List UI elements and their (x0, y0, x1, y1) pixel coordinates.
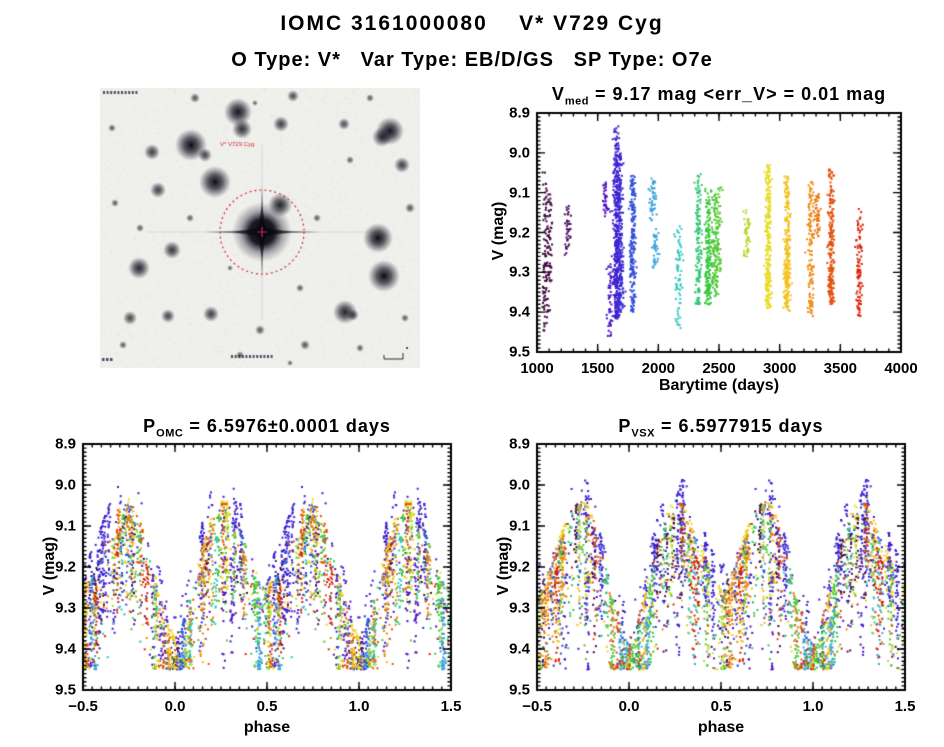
x-tick-label: 3500 (823, 360, 858, 377)
timeseries-plot-title: Vmed = 9.17 mag <err_V> = 0.01 mag (507, 84, 931, 108)
period-omc-symbol: P (143, 416, 157, 436)
x-tick-label: 2000 (641, 360, 676, 377)
y-tick-label: 9.1 (509, 517, 530, 535)
x-tick-label: 1500 (580, 360, 615, 377)
y-tick-label: 8.9 (55, 435, 76, 453)
folded-omc-xaxis-label: phase (243, 719, 291, 736)
y-tick-label: 8.9 (509, 104, 530, 122)
x-tick-label: 3000 (762, 360, 797, 377)
y-tick-label: 9.0 (509, 144, 530, 162)
x-tick-label: −0.5 (68, 698, 98, 715)
page-subtitle: O Type: V* Var Type: EB/D/GS SP Type: O7… (231, 49, 713, 71)
timeseries-xaxis-label: Barytime (days) (658, 377, 780, 394)
period-omc-value-text: = 6.5976±0.0001 days (183, 416, 391, 436)
x-tick-label: 2500 (702, 360, 736, 377)
x-tick-label: 4000 (884, 360, 918, 377)
vmed-value-text: = 9.17 mag <err_V> = 0.01 mag (588, 84, 887, 104)
y-tick-label: 9.0 (509, 476, 530, 494)
y-tick-label: 9.5 (509, 343, 530, 361)
folded-omc-plot-canvas (81, 442, 453, 692)
y-tick-label: 9.2 (509, 224, 530, 241)
y-tick-label: 9.3 (509, 599, 530, 617)
period-vsx-subscript: VSX (631, 427, 655, 440)
period-vsx-value-text: = 6.5977915 days (654, 416, 824, 436)
y-tick-label: 9.3 (509, 263, 530, 281)
y-tick-label: 9.5 (55, 681, 76, 699)
x-tick-label: 0.0 (164, 698, 186, 715)
page-title: IOMC 3161000080 V* V729 Cyg (280, 12, 664, 35)
folded-omc-plot-title: POMC = 6.5976±0.0001 days (63, 416, 471, 440)
folded-vsx-plot-canvas (535, 442, 907, 692)
x-tick-label: 0.0 (618, 698, 640, 715)
x-tick-label: 0.5 (710, 698, 732, 715)
x-tick-label: −0.5 (522, 698, 552, 715)
y-tick-label: 9.0 (55, 476, 76, 494)
x-tick-label: 0.5 (256, 698, 278, 715)
period-omc-subscript: OMC (156, 427, 184, 440)
y-tick-label: 9.2 (55, 558, 76, 576)
y-tick-label: 9.1 (55, 517, 76, 535)
y-tick-label: 9.1 (509, 184, 530, 202)
y-tick-label: 9.4 (509, 640, 530, 658)
period-vsx-symbol: P (618, 416, 632, 436)
y-tick-label: 9.3 (55, 599, 76, 617)
y-tick-label: 9.2 (509, 558, 530, 576)
timeseries-plot-canvas (535, 111, 903, 354)
x-tick-label: 1000 (520, 360, 554, 377)
vmed-symbol: V (551, 84, 565, 104)
x-tick-label: 1.5 (894, 698, 916, 715)
y-tick-label: 9.4 (55, 640, 76, 658)
folded-vsx-xaxis-label: phase (697, 719, 745, 736)
x-tick-label: 1.0 (348, 698, 370, 715)
finder-chart-image (100, 88, 420, 368)
y-tick-label: 9.4 (509, 303, 530, 321)
x-tick-label: 1.5 (440, 698, 462, 715)
y-tick-label: 9.5 (509, 681, 530, 699)
y-tick-label: 8.9 (509, 435, 530, 453)
folded-vsx-plot-title: PVSX = 6.5977915 days (517, 416, 925, 440)
x-tick-label: 1.0 (802, 698, 824, 715)
vmed-subscript: med (564, 95, 589, 108)
timeseries-yaxis-label: V (mag) (490, 201, 507, 261)
